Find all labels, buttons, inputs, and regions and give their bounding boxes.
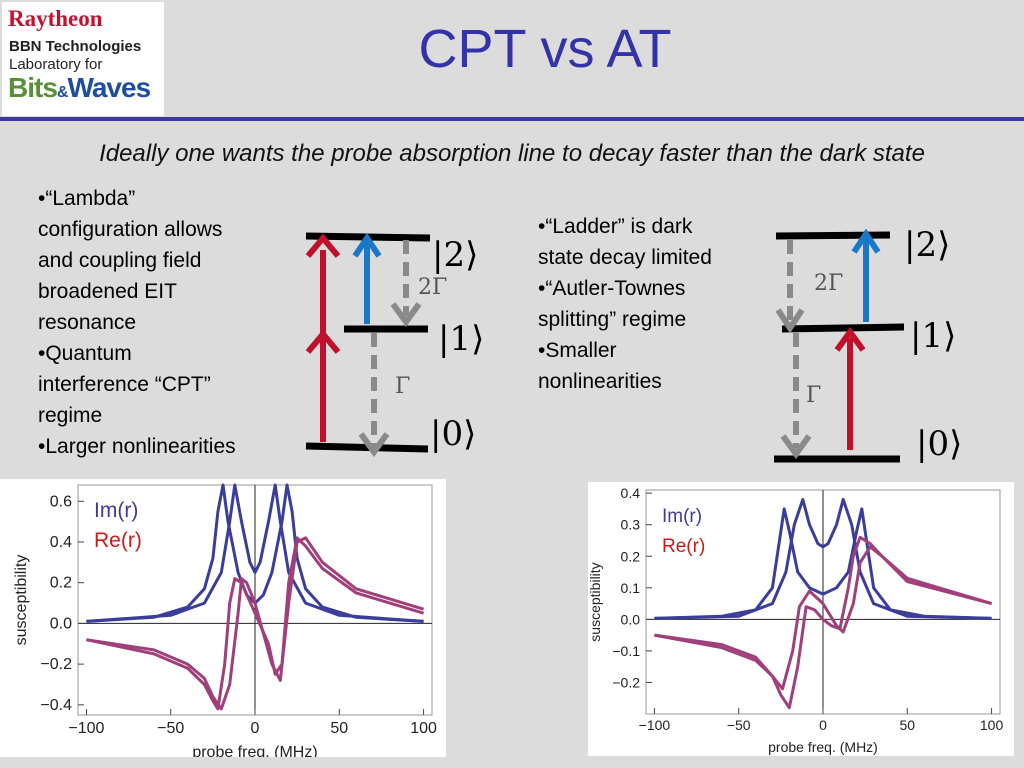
legend-re: Re(r) [662,536,705,557]
x-tick-label: −100 [68,720,104,737]
x-tick-label: 100 [410,720,437,737]
slide-title: CPT vs AT [418,19,672,79]
y-tick-label: −0.2 [40,656,72,673]
series-line-im [654,507,992,620]
y-tick-label: 0.2 [50,575,72,592]
probe-arrow [834,326,866,450]
y-tick-label: 0.3 [621,517,641,533]
y-tick-label: 0.4 [621,485,641,501]
bullet-line: •Larger nonlinearities [38,435,236,458]
x-tick-label: −50 [157,720,184,737]
bullet-line: configuration allows [38,218,223,241]
decay-arrow-lower [358,333,390,458]
x-tick-label: 100 [980,717,1004,733]
bullet-line: •“Ladder” is dark [538,215,693,238]
bullet-line: •“Autler-Townes [538,277,686,300]
bullet-line: nonlinearities [538,370,662,393]
y-tick-label: 0.0 [50,615,72,632]
series-line-re [86,536,425,711]
y-tick-label: −0.2 [612,674,640,690]
x-tick-label: −50 [727,717,751,733]
bullet-line: and coupling field [38,249,202,272]
bullet-line: •“Lambda” [38,187,136,210]
coupling-arrow [851,228,881,322]
y-tick-label: −0.1 [612,643,640,659]
logo-raytheon: Raytheon [8,6,103,31]
y-tick-label: −0.4 [40,697,72,714]
logo-waves: Waves [67,72,151,103]
series-line-im [86,483,424,623]
y-tick-label: 0.2 [621,548,641,564]
x-tick-label: 0 [251,720,260,737]
ket-1-label: |1⟩ [910,316,956,356]
rate-upper-label: 2Γ [814,271,843,296]
x-axis-label: probe freq. (MHz) [768,739,878,755]
bullet-line: interference “CPT” [38,373,211,396]
probe-arrow [305,233,341,442]
ket-0-label: |0⟩ [916,424,962,464]
right-bullet-list: •“Ladder” is dark state decay limited •“… [538,211,712,397]
decay-arrow-upper [390,240,422,328]
bullet-line: •Quantum [38,342,132,365]
bullet-line: resonance [38,311,137,334]
at-susceptibility-plot: −0.2 −0.1 0.0 0.1 0.2 0.3 0.4 −100 −50 0 50 100 prob… [587,482,1014,756]
y-tick-label: 0.0 [621,611,641,627]
rate-lower-label: Γ [806,383,821,408]
x-tick-label: 0 [819,717,827,733]
bullet-line: splitting” regime [538,308,687,331]
x-axis-label: probe freq. (MHz) [192,744,317,757]
cpt-plot-svg: −0.4 −0.2 0.0 0.2 0.4 0.6 −100 −50 0 50 100 probe f… [13,483,437,761]
logo-bbn: BBN Technologies [9,38,142,55]
decay-arrow-upper [775,240,805,334]
legend-im: Im(r) [662,506,702,527]
bullet-line: broadened EIT [38,280,177,303]
slide-subtitle: Ideally one wants the probe absorption l… [99,140,925,167]
y-tick-label: 0.1 [621,580,641,596]
logo-amp: & [56,84,69,101]
bullet-line: regime [38,404,103,427]
series-line-im [654,498,992,620]
series-line-re [86,536,425,711]
lambda-level-diagram: |2⟩ |1⟩ |0⟩ 2Γ Γ [305,232,484,458]
legend-re: Re(r) [94,529,142,552]
decay-arrow-lower [780,333,812,460]
ket-2-label: |2⟩ [904,225,950,265]
cpt-susceptibility-plot: −0.4 −0.2 0.0 0.2 0.4 0.6 −100 −50 0 50 100 probe f… [0,479,446,761]
rate-lower-label: Γ [395,374,410,399]
rate-upper-label: 2Γ [418,275,447,300]
coupling-arrow [352,232,382,324]
left-bullet-list: •“Lambda” configuration allows and coupl… [38,183,236,462]
logo-bits-waves: Bits&Waves [8,72,151,104]
x-tick-label: 50 [330,720,348,737]
y-tick-label: 0.4 [50,534,72,551]
ket-1-label: |1⟩ [438,319,484,359]
ket-2-label: |2⟩ [432,235,478,275]
level-1-line [781,323,905,333]
level-2-line [775,231,891,240]
y-axis-label: susceptibility [13,555,30,646]
company-logo: Raytheon BBN Technologies Laboratory for… [2,2,164,116]
ladder-level-diagram: |2⟩ |1⟩ |0⟩ 2Γ Γ [774,225,962,464]
level-0-line [305,442,429,453]
logo-laboratory: Laboratory for [9,56,103,73]
legend-im: Im(r) [94,499,138,522]
ket-0-label: |0⟩ [430,414,476,454]
bullet-line: •Smaller [538,339,617,362]
x-tick-label: −100 [639,717,671,733]
y-axis-label: susceptibility [588,562,603,641]
y-tick-label: 0.6 [50,493,72,510]
at-plot-svg: −0.2 −0.1 0.0 0.1 0.2 0.3 0.4 −100 −50 0 50 100 prob… [587,485,1004,755]
bullet-line: state decay limited [538,246,712,269]
x-tick-label: 50 [899,717,915,733]
series-line-re [654,545,993,691]
logo-bits: Bits [8,72,58,103]
title-divider [0,117,1024,121]
